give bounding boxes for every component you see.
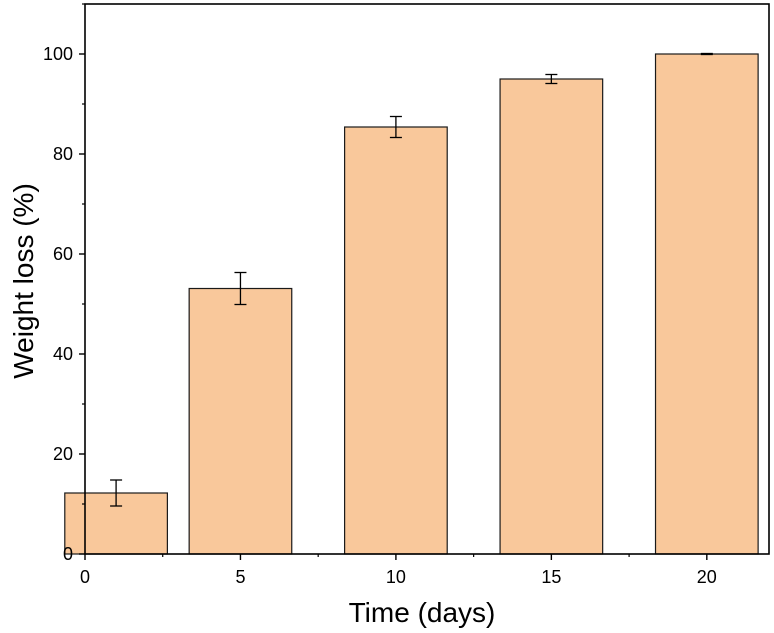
error-bar <box>389 115 402 139</box>
error-bar <box>545 73 558 85</box>
x-tick-label: 10 <box>386 567 406 587</box>
y-tick-label: 0 <box>63 544 73 564</box>
plot-frame <box>84 3 770 555</box>
bar <box>344 126 448 555</box>
error-bar <box>234 271 247 306</box>
x-tick-label: 0 <box>80 567 90 587</box>
x-tick-label: 5 <box>235 567 245 587</box>
y-tick-label: 20 <box>53 444 73 464</box>
bar <box>499 78 604 555</box>
x-axis-title: Time (days) <box>349 597 496 628</box>
ticks-layer: 0 20 40 60 80 100 0 5 10 15 20 <box>43 3 717 587</box>
y-tick-label: 60 <box>53 244 73 264</box>
y-tick-label: 40 <box>53 344 73 364</box>
bar <box>654 53 759 555</box>
y-tick-label: 80 <box>53 144 73 164</box>
x-tick-label: 15 <box>541 567 561 587</box>
bar <box>188 287 293 555</box>
x-tick-label: 20 <box>697 567 717 587</box>
error-bar <box>700 52 713 56</box>
error-bars-layer <box>110 52 713 507</box>
bars-layer <box>64 53 759 555</box>
error-bar <box>110 479 123 507</box>
y-tick-label: 100 <box>43 44 73 64</box>
y-axis-title: Weight loss (%) <box>8 183 39 379</box>
